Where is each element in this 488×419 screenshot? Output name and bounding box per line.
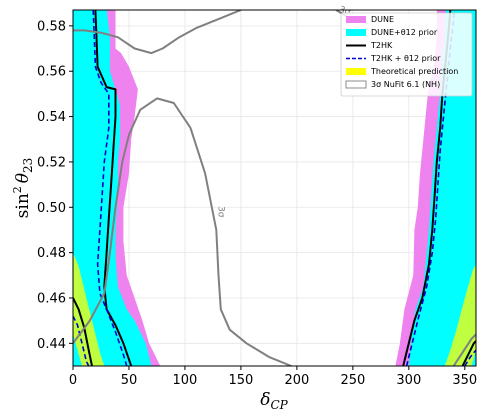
line-layer <box>73 10 476 366</box>
line-t2hk-12-prior-1 <box>73 315 90 366</box>
legend-1-label: DUNE+θ12 prior <box>371 28 438 37</box>
x-tick-label: 250 <box>340 373 365 388</box>
legend-4-swatch <box>346 68 366 75</box>
x-axis-title: δCP <box>260 390 288 412</box>
y-tick-label: 0.46 <box>37 291 66 306</box>
y-tick-label: 0.56 <box>37 65 66 80</box>
y-axis-title: sin2θ23 <box>11 158 35 219</box>
legend-2-label: T2HK <box>370 41 393 50</box>
legend-3-label: T2HK + θ12 prior <box>370 54 441 63</box>
legend: DUNE DUNE+θ12 prior T2HK T2HK + θ12 prior Th… <box>340 12 473 97</box>
line-t2hk-0 <box>94 10 133 366</box>
x-tick-label: 300 <box>396 373 421 388</box>
legend-frame <box>340 12 473 97</box>
y-tick-label: 0.50 <box>37 201 66 216</box>
x-tick-label: 0 <box>69 373 77 388</box>
x-tick-label: 100 <box>173 373 198 388</box>
x-tick-label: 350 <box>452 373 477 388</box>
legend-0-swatch <box>346 16 366 23</box>
plot-frame <box>72 9 477 367</box>
line-t2hk-3 <box>461 340 476 366</box>
legend-0-label: DUNE <box>371 15 394 24</box>
region-theoretical-prediction-1 <box>444 264 476 366</box>
line-3-nufit-6-1-nh--2 <box>73 97 292 366</box>
y-tick-label: 0.54 <box>37 110 66 125</box>
region-dune-12-prior-0 <box>73 10 152 366</box>
y-tick-label: 0.52 <box>37 155 66 170</box>
region-theoretical-prediction-0 <box>73 252 105 366</box>
y-tick-label: 0.58 <box>37 19 66 34</box>
legend-4-label: Theoretical prediction <box>370 67 458 76</box>
line-t2hk-12-prior-3 <box>464 349 476 366</box>
x-tick-label: 150 <box>229 373 254 388</box>
legend-1-swatch <box>346 29 366 36</box>
x-tick-label: 200 <box>284 373 309 388</box>
legend-5-label: 3σ NuFit 6.1 (NH) <box>371 80 440 89</box>
legend-5-swatch <box>345 80 367 89</box>
tick-layer: 0 50 100 150 200 250 300 350 0.44 0.46 0.48 0.50 0.5… <box>37 19 477 388</box>
y-tick-label: 0.44 <box>37 337 66 352</box>
line-3-nufit-6-1-nh--0 <box>73 10 242 55</box>
y-tick-label: 0.48 <box>37 246 66 261</box>
line-3-nufit-6-1-nh--3 <box>452 333 476 366</box>
x-tick-label: 50 <box>121 373 138 388</box>
line-t2hk-12-prior-0 <box>92 10 128 366</box>
contour-label-3sigma: 3σ <box>216 206 226 218</box>
